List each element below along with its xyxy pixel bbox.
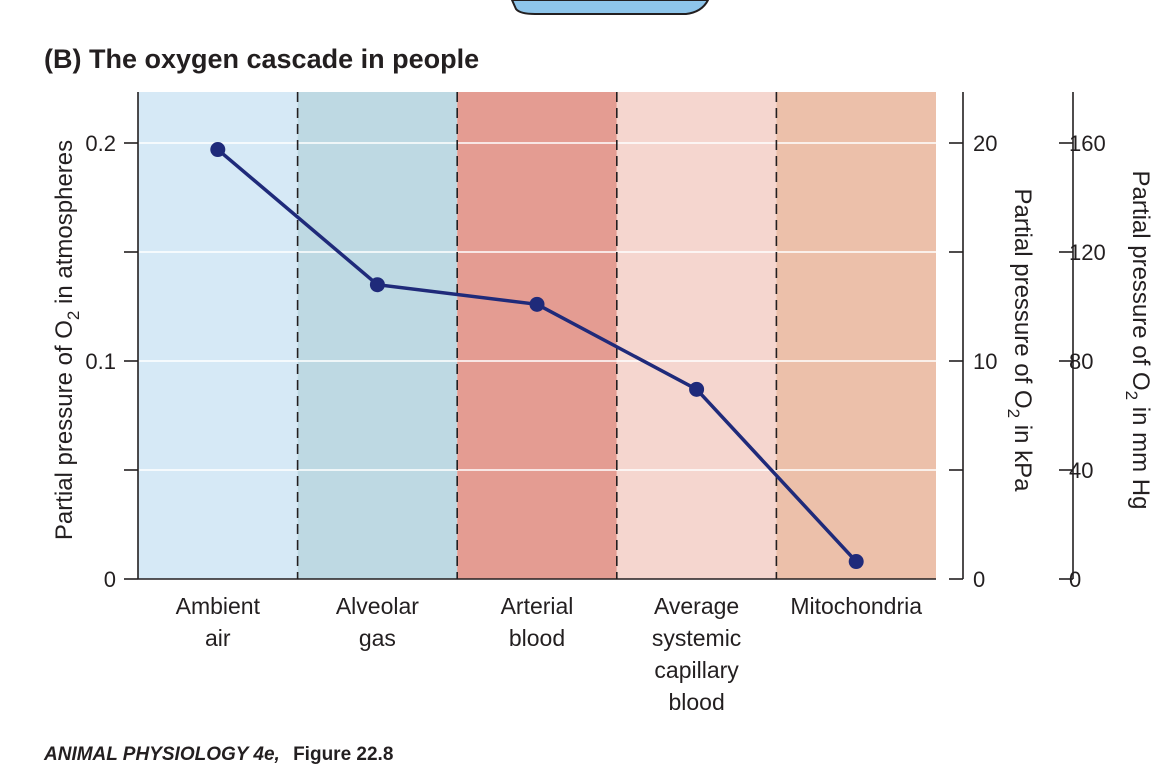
category-label-line: blood [668, 689, 724, 715]
category-label-4: Mitochondria [790, 593, 922, 619]
band-3 [616, 92, 777, 579]
mmhg-axis-title-pre: Partial pressure of O [1127, 171, 1154, 391]
left-tick-label: 0.2 [85, 131, 116, 156]
figure-caption: ANIMAL PHYSIOLOGY 4e, Figure 22.8 [43, 744, 393, 764]
category-label-line: Mitochondria [790, 593, 922, 619]
mmhg-tick-label: 0 [1069, 567, 1081, 592]
kpa-axis-title-post: in kPa [1009, 418, 1036, 492]
category-label-line: capillary [654, 657, 739, 683]
category-label-line: blood [509, 625, 565, 651]
data-point-0 [210, 142, 226, 158]
left-axis-title-pre: Partial pressure of O [51, 320, 78, 540]
mmhg-tick-label: 160 [1069, 131, 1106, 156]
category-label-line: Ambient [176, 593, 261, 619]
data-point-1 [369, 277, 385, 293]
mmhg-axis-title-sub: 2 [1122, 391, 1141, 400]
mmhg-axis-title-post: in mm Hg [1127, 400, 1154, 509]
data-point-3 [689, 381, 705, 397]
background-bands [138, 92, 936, 579]
category-label-line: Average [654, 593, 739, 619]
kpa-tick-label: 20 [973, 131, 997, 156]
caption-book: ANIMAL PHYSIOLOGY 4e, [43, 744, 280, 764]
mmhg-tick-label: 40 [1069, 458, 1093, 483]
category-label-2: Arterial blood [501, 593, 574, 651]
band-dividers [296, 92, 778, 579]
data-point-4 [848, 554, 864, 570]
kpa-tick-label: 0 [973, 567, 985, 592]
category-label-0: Ambient air [176, 593, 261, 651]
category-label-1: Alveolar gas [336, 593, 419, 651]
data-series [210, 142, 864, 570]
left-axis-title-sub: 2 [64, 311, 83, 320]
band-4 [776, 92, 936, 579]
chart-title: (B) The oxygen cascade in people [44, 44, 479, 74]
gridlines [138, 142, 936, 471]
category-label-line: air [205, 625, 231, 651]
kpa-tick-label: 10 [973, 349, 997, 374]
data-point-2 [529, 296, 545, 312]
mmhg-tick-label: 120 [1069, 240, 1106, 265]
category-label-3: Average systemic capillary blood [652, 593, 741, 715]
left-axis-title: Partial pressure of O2 in atmospheres [51, 140, 83, 540]
previous-panel-shape [510, 0, 710, 15]
category-label-line: systemic [652, 625, 741, 651]
kpa-axis-title-sub: 2 [1004, 409, 1023, 418]
band-0 [138, 92, 298, 579]
band-2 [457, 92, 617, 579]
left-tick-label: 0 [104, 567, 116, 592]
mmhg-tick-label: 80 [1069, 349, 1093, 374]
kpa-axis-title-pre: Partial pressure of O [1009, 189, 1036, 409]
kpa-axis-title: Partial pressure of O2 in kPa [1004, 189, 1036, 493]
axes: 0 0.1 0.2 0 10 20 0 40 80 120 160 Partial pressure … [51, 92, 1154, 592]
category-label-line: Alveolar [336, 593, 419, 619]
category-label-line: gas [359, 625, 396, 651]
category-label-line: Arterial [501, 593, 574, 619]
band-1 [297, 92, 458, 579]
left-tick-label: 0.1 [85, 349, 116, 374]
caption-figure: Figure 22.8 [293, 744, 393, 764]
left-axis-title-post: in atmospheres [51, 140, 78, 311]
mmhg-axis-title: Partial pressure of O2 in mm Hg [1122, 171, 1154, 510]
